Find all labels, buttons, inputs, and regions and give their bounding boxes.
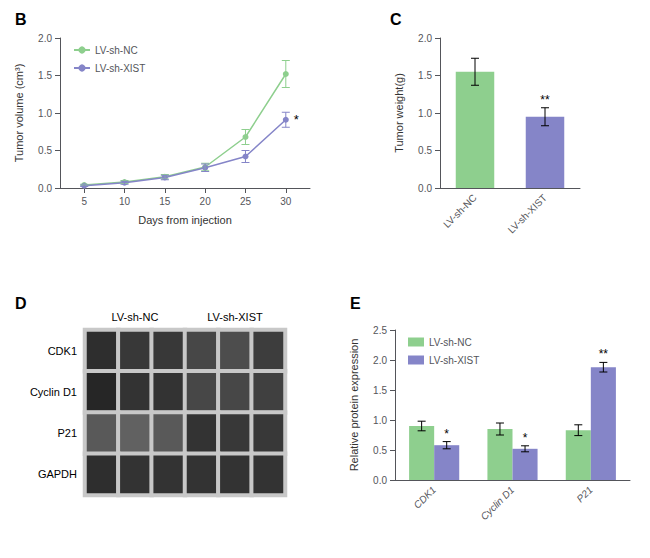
svg-text:*: * bbox=[444, 427, 449, 441]
svg-text:30: 30 bbox=[280, 196, 292, 207]
svg-text:Days from injection: Days from injection bbox=[138, 214, 232, 226]
svg-text:E: E bbox=[350, 295, 361, 312]
svg-text:1.5: 1.5 bbox=[38, 70, 52, 81]
svg-text:25: 25 bbox=[240, 196, 252, 207]
svg-text:0.5: 0.5 bbox=[373, 445, 387, 456]
svg-text:1.5: 1.5 bbox=[373, 385, 387, 396]
svg-text:*: * bbox=[294, 112, 299, 127]
svg-text:2.5: 2.5 bbox=[373, 325, 387, 336]
svg-text:LV-sh-NC: LV-sh-NC bbox=[441, 192, 479, 230]
svg-text:20: 20 bbox=[200, 196, 212, 207]
svg-text:C: C bbox=[390, 11, 402, 28]
svg-text:**: ** bbox=[540, 93, 550, 107]
svg-text:1.0: 1.0 bbox=[418, 108, 432, 119]
svg-text:B: B bbox=[15, 11, 27, 28]
svg-text:1.0: 1.0 bbox=[373, 415, 387, 426]
svg-text:LV-sh-XIST: LV-sh-XIST bbox=[429, 355, 479, 366]
svg-text:GAPDH: GAPDH bbox=[38, 468, 77, 480]
svg-text:Relative protein expression: Relative protein expression bbox=[348, 339, 360, 472]
svg-text:0.0: 0.0 bbox=[373, 475, 387, 486]
svg-text:Tumor volume (cm³): Tumor volume (cm³) bbox=[13, 64, 25, 163]
svg-text:LV-sh-NC: LV-sh-NC bbox=[429, 337, 472, 348]
svg-text:0.5: 0.5 bbox=[38, 145, 52, 156]
svg-text:15: 15 bbox=[159, 196, 171, 207]
svg-text:CDK1: CDK1 bbox=[48, 345, 77, 357]
svg-text:P21: P21 bbox=[574, 484, 594, 504]
svg-text:2.0: 2.0 bbox=[373, 355, 387, 366]
svg-text:0.0: 0.0 bbox=[38, 183, 52, 194]
svg-text:1.0: 1.0 bbox=[38, 108, 52, 119]
svg-text:LV-sh-XIST: LV-sh-XIST bbox=[506, 192, 549, 235]
svg-text:Cyclin D1: Cyclin D1 bbox=[478, 484, 516, 522]
svg-text:5: 5 bbox=[81, 196, 87, 207]
svg-text:0.5: 0.5 bbox=[418, 145, 432, 156]
svg-text:0.0: 0.0 bbox=[418, 183, 432, 194]
svg-text:CDK1: CDK1 bbox=[411, 484, 438, 511]
svg-text:D: D bbox=[15, 295, 27, 312]
svg-text:2.0: 2.0 bbox=[418, 33, 432, 44]
svg-text:10: 10 bbox=[119, 196, 131, 207]
svg-text:LV-sh-XIST: LV-sh-XIST bbox=[207, 311, 263, 323]
svg-text:LV-sh-XIST: LV-sh-XIST bbox=[95, 63, 145, 74]
svg-text:LV-sh-NC: LV-sh-NC bbox=[95, 45, 138, 56]
svg-text:2.0: 2.0 bbox=[38, 33, 52, 44]
svg-text:LV-sh-NC: LV-sh-NC bbox=[112, 311, 159, 323]
svg-text:Cyclin D1: Cyclin D1 bbox=[30, 386, 77, 398]
svg-text:Tumor weight(g): Tumor weight(g) bbox=[393, 73, 405, 153]
svg-text:1.5: 1.5 bbox=[418, 70, 432, 81]
svg-text:P21: P21 bbox=[57, 427, 77, 439]
svg-text:**: ** bbox=[599, 347, 609, 361]
svg-text:*: * bbox=[523, 431, 528, 445]
